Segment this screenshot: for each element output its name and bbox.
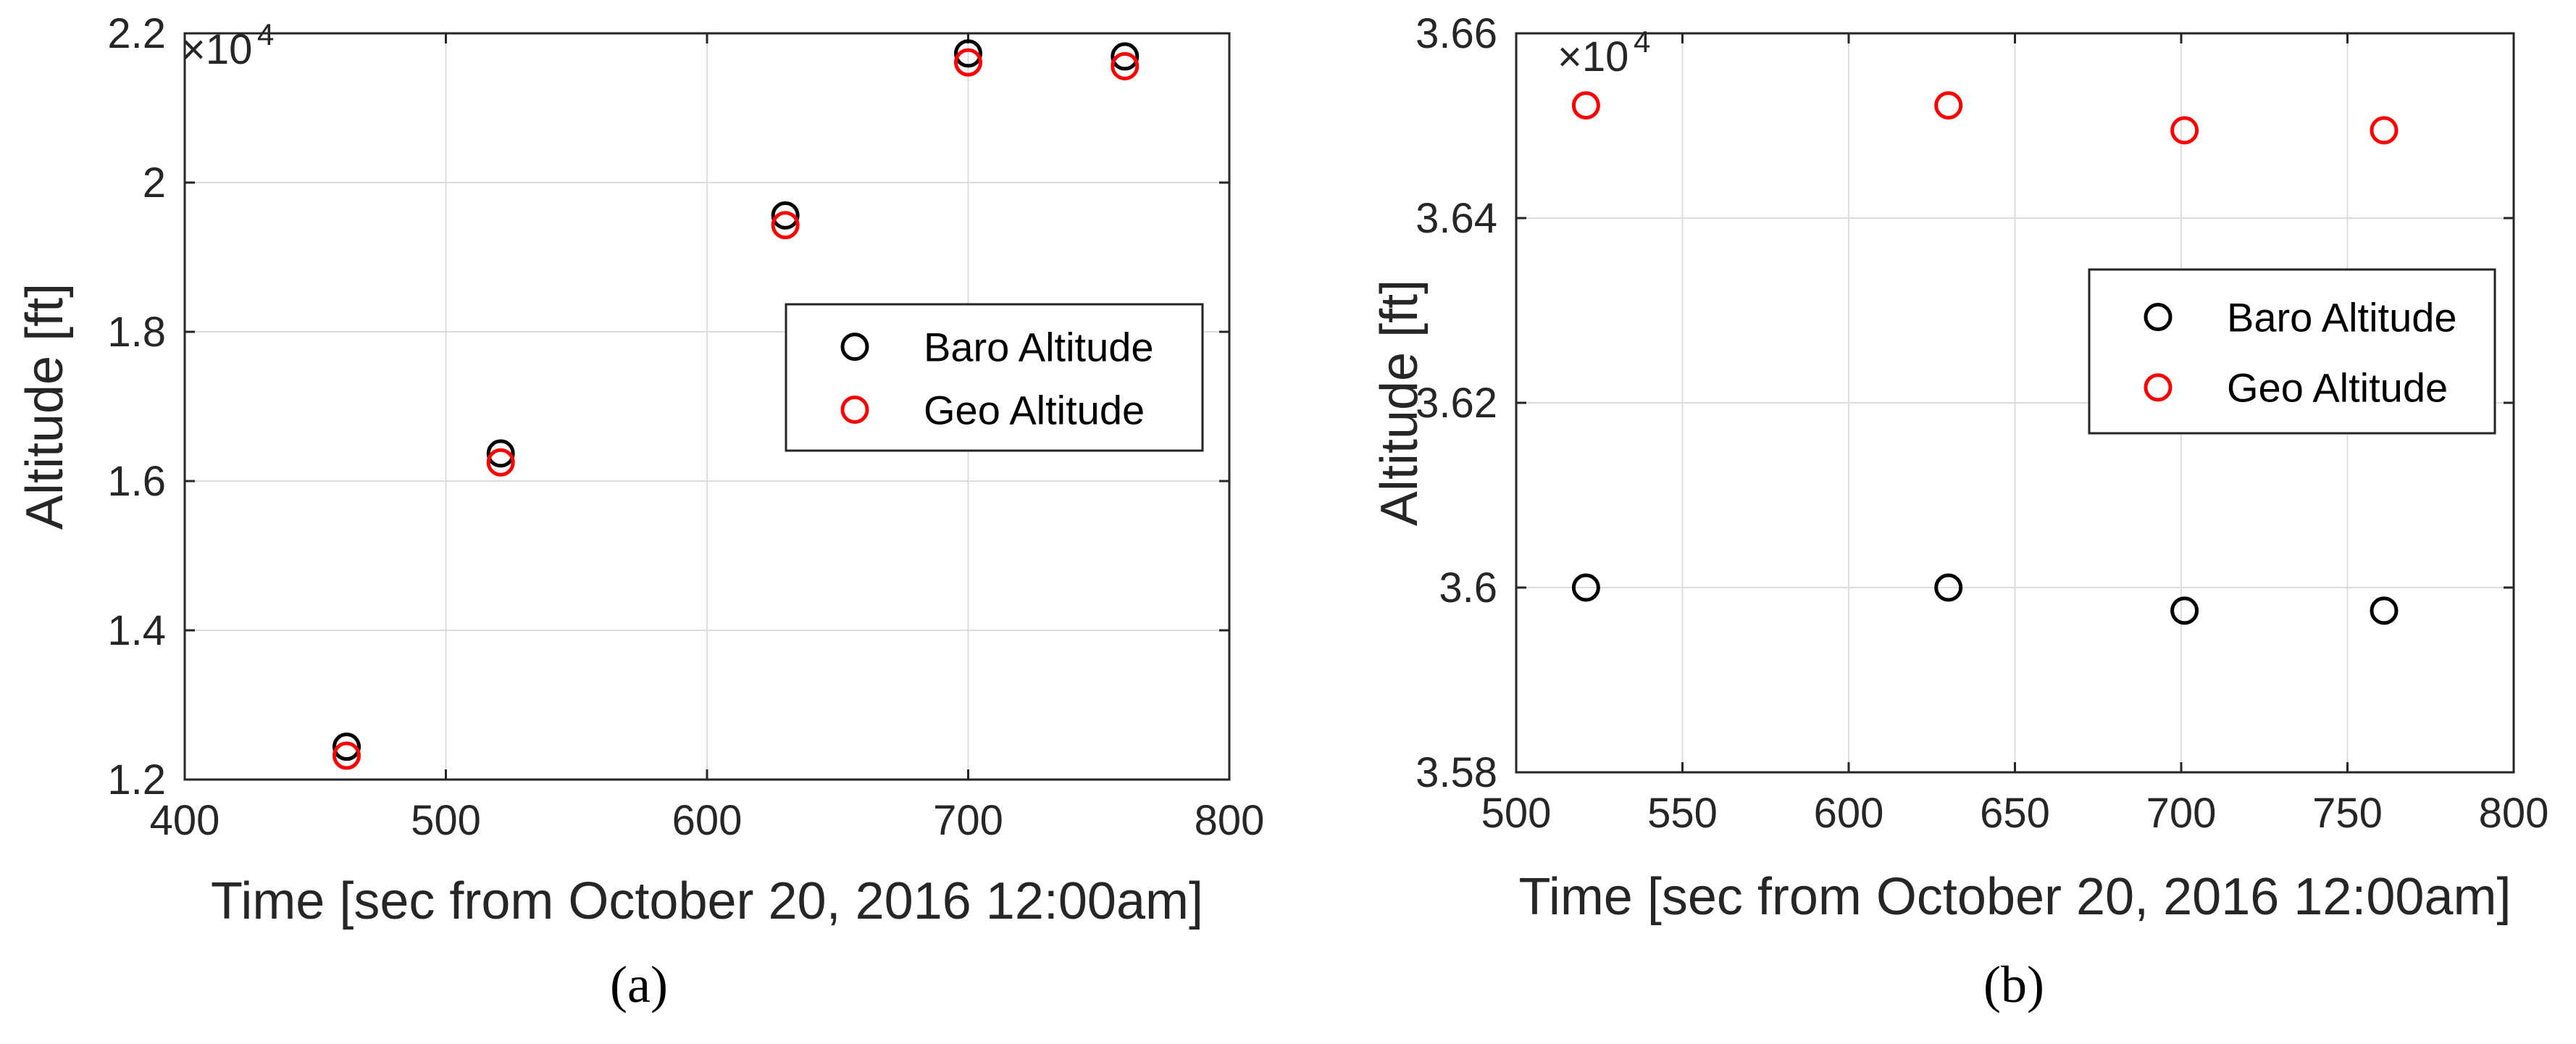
legend-label: Baro Altitude bbox=[2227, 295, 2457, 341]
data-point-geo bbox=[1934, 91, 1963, 120]
x-tick-label: 550 bbox=[1647, 790, 1718, 837]
y-tick-label: 1.4 bbox=[107, 607, 166, 654]
data-point-geo bbox=[771, 211, 800, 240]
data-point-geo bbox=[2170, 116, 2199, 145]
y-tick-label: 3.58 bbox=[1415, 749, 1497, 796]
chart-panel-a: 400 500 600 700 800 1.2 1.4 1.6 1.8 2 2.2 ×10 4 Baro … bbox=[16, 10, 1264, 1014]
x-tick-label: 600 bbox=[672, 797, 743, 844]
x-tick-label: 800 bbox=[2479, 790, 2549, 837]
data-point-baro bbox=[1111, 42, 1139, 71]
x-tick-label: 750 bbox=[2312, 790, 2383, 837]
y-multiplier-exponent: 4 bbox=[1634, 25, 1650, 59]
panel-label: (a) bbox=[610, 956, 668, 1014]
data-point-baro bbox=[1571, 573, 1600, 602]
y-multiplier-label: ×10 bbox=[181, 26, 252, 73]
y-axis-label: Altitude [ft] bbox=[16, 283, 74, 530]
y-axis-label: Altitude [ft] bbox=[1371, 280, 1429, 526]
x-axis-label: Time [sec from October 20, 2016 12:00am] bbox=[1519, 868, 2512, 926]
data-point-baro bbox=[771, 201, 800, 230]
y-tick-label: 1.2 bbox=[107, 756, 166, 803]
x-tick-label: 400 bbox=[150, 797, 220, 844]
data-point-geo bbox=[486, 448, 515, 477]
data-point-geo bbox=[954, 48, 982, 77]
y-multiplier-exponent: 4 bbox=[257, 17, 274, 51]
data-point-geo bbox=[2370, 116, 2399, 145]
legend-box bbox=[2088, 268, 2496, 435]
legend-marker bbox=[840, 333, 869, 362]
data-point-baro bbox=[486, 439, 515, 468]
y-tick-label: 3.62 bbox=[1415, 380, 1497, 427]
legend-label: Geo Altitude bbox=[2227, 365, 2448, 411]
legend-box bbox=[785, 303, 1204, 452]
y-tick-label: 1.8 bbox=[107, 309, 166, 356]
x-tick-label: 500 bbox=[1481, 790, 1552, 837]
x-tick-label: 700 bbox=[933, 797, 1003, 844]
y-tick-label: 1.6 bbox=[107, 458, 166, 505]
x-axis-label: Time [sec from October 20, 2016 12:00am] bbox=[211, 872, 1203, 930]
x-tick-label: 800 bbox=[1195, 797, 1265, 844]
y-tick-label: 2.2 bbox=[107, 10, 166, 57]
legend-label: Geo Altitude bbox=[924, 387, 1145, 433]
panel-label: (b) bbox=[1983, 956, 2044, 1014]
y-multiplier-label: ×10 bbox=[1557, 33, 1628, 80]
legend-marker bbox=[2144, 303, 2173, 332]
data-point-baro bbox=[1934, 573, 1963, 602]
x-tick-label: 650 bbox=[1980, 790, 2050, 837]
data-point-baro bbox=[2170, 596, 2199, 625]
legend-marker bbox=[2144, 373, 2173, 402]
x-tick-label: 500 bbox=[411, 797, 481, 844]
data-point-geo bbox=[333, 741, 361, 770]
chart-panel-b: 500 550 600 650 700 750 800 3.58 3.6 3.62 3.64 3.66… bbox=[1371, 10, 2548, 1014]
data-point-geo bbox=[1111, 51, 1139, 80]
data-point-baro bbox=[2370, 596, 2399, 625]
y-tick-label: 3.6 bbox=[1439, 564, 1497, 611]
legend-marker bbox=[840, 395, 869, 424]
y-tick-label: 3.66 bbox=[1415, 10, 1497, 57]
data-point-geo bbox=[1571, 91, 1600, 120]
legend-label: Baro Altitude bbox=[924, 325, 1154, 370]
data-point-baro bbox=[954, 39, 982, 68]
axes-box bbox=[183, 32, 1231, 781]
x-tick-label: 600 bbox=[1814, 790, 1884, 837]
x-tick-label: 700 bbox=[2146, 790, 2217, 837]
axes-box bbox=[1515, 32, 2515, 774]
y-tick-label: 3.64 bbox=[1415, 195, 1497, 242]
data-point-baro bbox=[333, 732, 361, 761]
y-tick-label: 2 bbox=[143, 159, 166, 206]
